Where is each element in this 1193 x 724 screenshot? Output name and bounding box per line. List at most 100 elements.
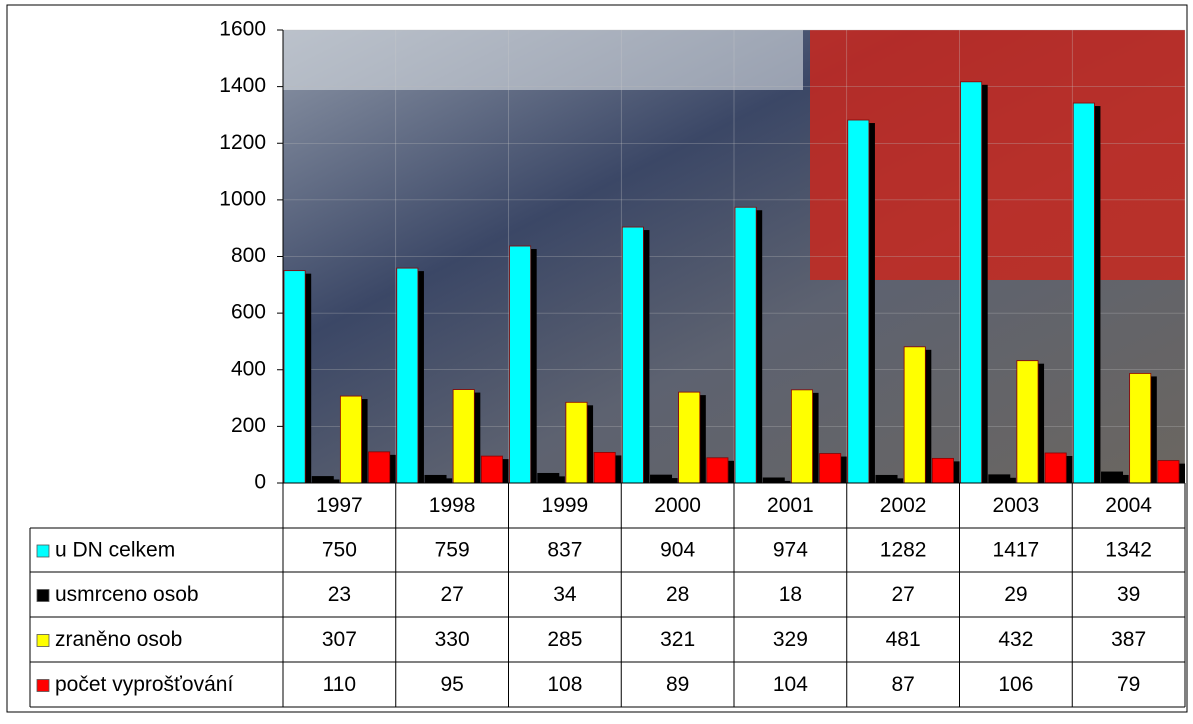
bar bbox=[509, 245, 532, 484]
bar-shadow bbox=[897, 478, 904, 483]
bar bbox=[678, 391, 701, 484]
data-table: 1997 1998 1999 2000 2001 2002 2003 2004 u DN cel… bbox=[29, 482, 1186, 708]
table-value: 23 bbox=[328, 583, 351, 606]
legend-swatch bbox=[36, 544, 50, 558]
table-value: 481 bbox=[886, 628, 921, 651]
y-tick-label: 200 bbox=[231, 414, 266, 437]
bar bbox=[621, 226, 644, 484]
bar-shadow bbox=[812, 392, 819, 483]
bar bbox=[706, 457, 729, 484]
bar-shadow bbox=[389, 454, 396, 483]
bar-shadow bbox=[502, 459, 509, 483]
legend-swatch bbox=[36, 634, 50, 647]
bar bbox=[847, 119, 870, 484]
bar bbox=[368, 451, 391, 484]
bar-shadow bbox=[981, 84, 988, 483]
table-value: 307 bbox=[322, 628, 357, 651]
bar-shadow bbox=[305, 273, 312, 483]
table-value: 387 bbox=[1111, 628, 1146, 651]
bar-shadow bbox=[1122, 474, 1129, 483]
bar-shadow bbox=[333, 479, 340, 483]
table-value: 18 bbox=[779, 583, 802, 606]
bar-shadow bbox=[671, 478, 678, 483]
bar bbox=[452, 389, 475, 484]
table-value: 321 bbox=[660, 628, 695, 651]
table-value: 285 bbox=[547, 628, 582, 651]
bar bbox=[1016, 360, 1039, 484]
bar-shadow bbox=[1150, 376, 1157, 483]
bar-shadow bbox=[1094, 106, 1101, 483]
bar-shadow bbox=[530, 249, 537, 483]
legend-swatch bbox=[36, 679, 50, 692]
y-tick-label: 0 bbox=[254, 471, 266, 494]
x-tick-label: 1998 bbox=[429, 494, 476, 517]
table-value: 28 bbox=[666, 583, 689, 606]
bar bbox=[819, 453, 842, 484]
legend-label: usmrceno osob bbox=[55, 583, 199, 606]
bar-shadow bbox=[558, 476, 565, 483]
table-value: 95 bbox=[440, 673, 463, 696]
x-tick-label: 2001 bbox=[767, 494, 814, 517]
bar-shadow bbox=[587, 405, 594, 483]
table-value: 110 bbox=[323, 673, 356, 696]
table-value: 837 bbox=[547, 539, 582, 562]
table-value: 27 bbox=[891, 583, 914, 606]
x-tick-label: 1999 bbox=[542, 494, 589, 517]
x-tick-label: 2004 bbox=[1105, 494, 1152, 517]
bar bbox=[1101, 471, 1124, 484]
y-tick-label: 400 bbox=[231, 357, 266, 380]
bar bbox=[396, 267, 419, 484]
bar-shadow bbox=[1066, 455, 1073, 483]
bar bbox=[565, 401, 588, 484]
legend-label: zraněno osob bbox=[55, 628, 182, 651]
table-value: 904 bbox=[660, 539, 695, 562]
y-tick-label: 800 bbox=[231, 244, 266, 267]
bar-shadow bbox=[953, 461, 960, 483]
bar-shadow bbox=[361, 399, 368, 483]
y-tick-label: 1200 bbox=[219, 131, 266, 154]
x-tick-label: 2002 bbox=[880, 494, 927, 517]
table-value: 29 bbox=[1004, 583, 1027, 606]
bar bbox=[734, 206, 757, 484]
bar-shadow bbox=[784, 480, 791, 483]
bar bbox=[1072, 102, 1095, 484]
bar bbox=[1044, 452, 1067, 484]
legend-label: u DN celkem bbox=[55, 539, 175, 562]
bar bbox=[903, 346, 926, 484]
table-value: 87 bbox=[891, 673, 914, 696]
bar-shadow bbox=[446, 478, 453, 483]
table-value: 89 bbox=[666, 673, 689, 696]
bar bbox=[790, 389, 813, 484]
x-tick-label: 2000 bbox=[654, 494, 701, 517]
table-value: 106 bbox=[998, 673, 1033, 696]
bar bbox=[1129, 373, 1152, 484]
bar bbox=[537, 472, 560, 484]
table-value: 330 bbox=[435, 628, 470, 651]
bar bbox=[480, 455, 503, 484]
x-tick-label: 2003 bbox=[993, 494, 1040, 517]
bar-shadow bbox=[925, 349, 932, 483]
photo-detail bbox=[283, 30, 803, 90]
table-value: 974 bbox=[773, 539, 808, 562]
bar bbox=[875, 474, 898, 484]
table-value: 329 bbox=[773, 628, 808, 651]
table-value: 750 bbox=[322, 539, 357, 562]
bar-shadow bbox=[417, 271, 424, 483]
bar bbox=[593, 452, 616, 484]
table-value: 759 bbox=[435, 539, 470, 562]
table-value: 104 bbox=[773, 673, 808, 696]
bar-shadow bbox=[840, 456, 847, 483]
bar-shadow bbox=[474, 392, 481, 483]
bar-shadow bbox=[1038, 363, 1045, 483]
table-value: 39 bbox=[1117, 583, 1140, 606]
bar bbox=[931, 457, 954, 484]
table-value: 108 bbox=[547, 673, 582, 696]
bar-shadow bbox=[728, 460, 734, 483]
x-tick-label: 1997 bbox=[316, 494, 363, 517]
bar-shadow bbox=[699, 395, 706, 483]
bar bbox=[424, 474, 447, 484]
bar bbox=[960, 81, 983, 484]
bar-shadow bbox=[615, 455, 622, 483]
